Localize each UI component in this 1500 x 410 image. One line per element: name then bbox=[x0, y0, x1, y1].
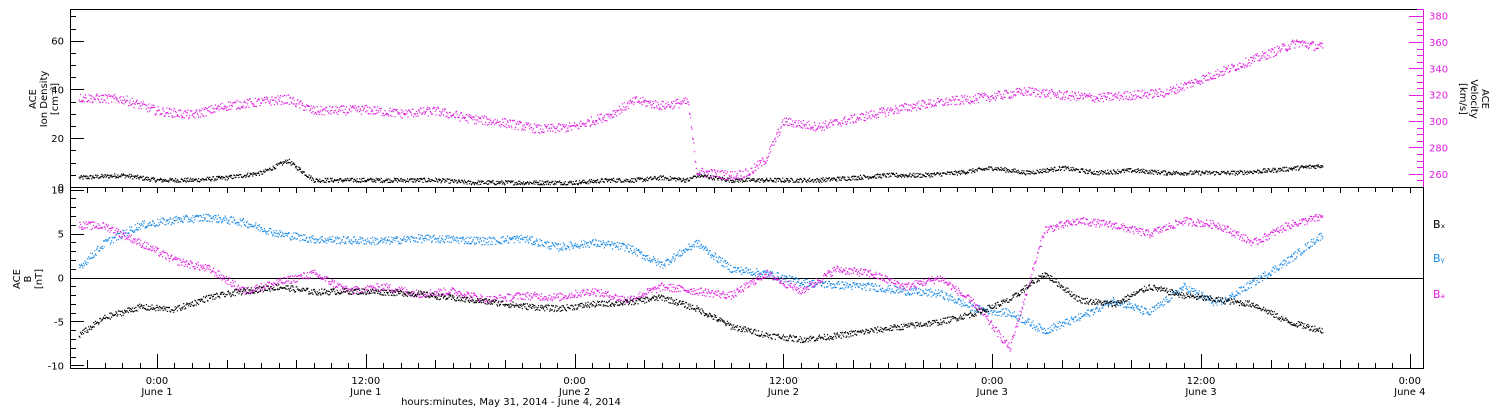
top-left-ylabel-line3: [cm⁻³] bbox=[50, 83, 61, 115]
top-left-tick-label: 20 bbox=[51, 134, 64, 145]
top-left-ylabel-line1: ACE bbox=[28, 89, 39, 109]
x-tick-time: 12:00 bbox=[769, 376, 798, 387]
bottom-tick-label: 0 bbox=[58, 274, 64, 285]
x-tick-time: 0:00 bbox=[146, 376, 168, 387]
legend-bx: Bₓ bbox=[1433, 218, 1446, 231]
top-right-tick-label: 300 bbox=[1429, 117, 1448, 128]
series-bx bbox=[78, 272, 1324, 344]
x-tick-time: 12:00 bbox=[1187, 376, 1216, 387]
top-right-tick-label: 340 bbox=[1429, 64, 1448, 75]
top-right-ylabel-line3: [km/s] bbox=[1457, 83, 1468, 115]
bottom-ylabel-line3: [nT] bbox=[34, 269, 45, 289]
top-left-tick-label: 40 bbox=[51, 85, 64, 96]
top-panel-frame bbox=[70, 9, 1424, 188]
x-tick-time: 12:00 bbox=[351, 376, 380, 387]
top-right-tick-label: 280 bbox=[1429, 143, 1448, 154]
x-tick-date: June 3 bbox=[1184, 387, 1216, 398]
series-bx-dots bbox=[78, 272, 1324, 344]
x-tick-time: 0:00 bbox=[1399, 376, 1421, 387]
legend-by: Bᵧ bbox=[1433, 252, 1445, 265]
top-right-tick-label: 360 bbox=[1429, 38, 1448, 49]
top-right-tick-label: 320 bbox=[1429, 91, 1448, 102]
top-right-tick-label: 380 bbox=[1429, 12, 1448, 23]
bottom-tick-label: 5 bbox=[58, 230, 64, 241]
series-bz bbox=[78, 214, 1324, 352]
series-ion-density-dots bbox=[78, 158, 1324, 186]
x-tick-date: June 1 bbox=[140, 387, 172, 398]
top-right-ylabel-line1: ACE bbox=[1479, 89, 1490, 109]
bottom-tick-label: 10 bbox=[51, 186, 64, 197]
x-tick-time: 0:00 bbox=[981, 376, 1003, 387]
series-bz-dots bbox=[78, 214, 1324, 352]
x-axis-title: hours:minutes, May 31, 2014 - June 4, 20… bbox=[401, 397, 621, 408]
x-tick-time: 0:00 bbox=[563, 376, 585, 387]
top-left-ylabel-line2: Ion Density bbox=[39, 71, 50, 128]
x-tick-date: June 2 bbox=[767, 387, 799, 398]
bottom-tick-label: -10 bbox=[48, 361, 64, 372]
x-tick-date: June 1 bbox=[349, 387, 381, 398]
bottom-tick-label: -5 bbox=[54, 317, 64, 328]
data-series bbox=[78, 39, 1324, 352]
axis-ticks: 0 20 40 60 260 280 300 320 340 360 380 -10 -5 0 5 10 0:0… bbox=[48, 9, 1448, 398]
series-velocity-dots bbox=[78, 39, 1324, 181]
series-by bbox=[78, 213, 1324, 335]
series-by-dots bbox=[78, 213, 1324, 335]
top-right-ylabel-line2: Velocity bbox=[1468, 79, 1479, 118]
series-ion-density bbox=[78, 158, 1324, 186]
legend-bz: Bₔ bbox=[1433, 288, 1445, 301]
x-tick-date: June 3 bbox=[976, 387, 1008, 398]
series-velocity bbox=[78, 39, 1324, 181]
bottom-ylabel-line2: B bbox=[23, 275, 34, 282]
x-tick-date: June 2 bbox=[558, 387, 590, 398]
bottom-ylabel-line1: ACE bbox=[12, 269, 23, 289]
top-left-tick-label: 60 bbox=[51, 37, 64, 48]
top-left-tick-label: 0 bbox=[58, 183, 64, 194]
top-right-tick-label: 260 bbox=[1429, 170, 1448, 181]
x-tick-date: June 4 bbox=[1393, 387, 1425, 398]
